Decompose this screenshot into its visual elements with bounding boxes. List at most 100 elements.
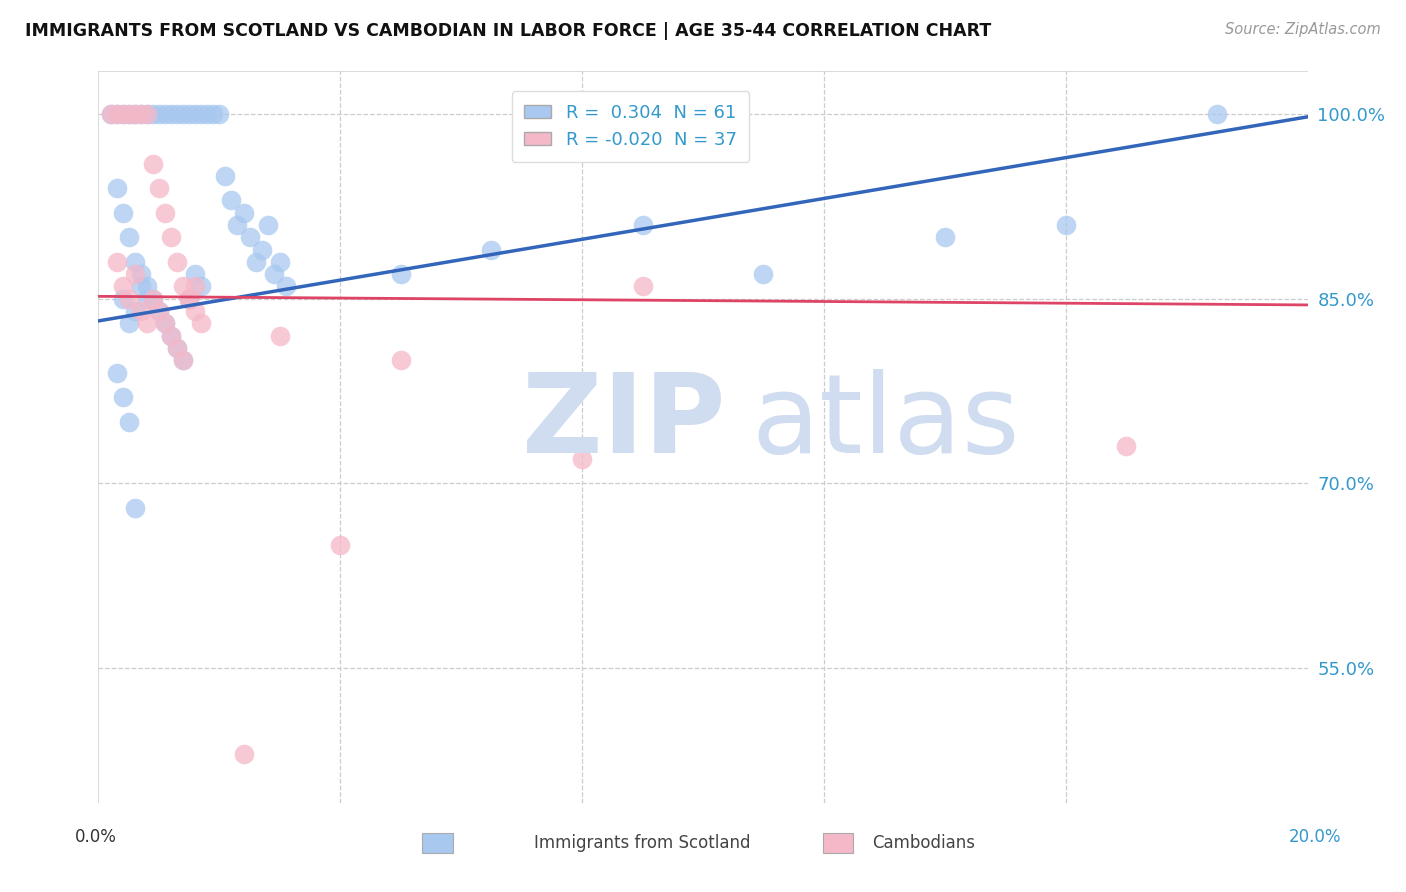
Point — [124, 255, 146, 269]
Point — [105, 107, 128, 121]
Point — [934, 230, 956, 244]
Point — [129, 267, 152, 281]
Point — [135, 107, 157, 121]
Point — [571, 451, 593, 466]
Point — [166, 341, 188, 355]
Point — [184, 107, 207, 121]
Point — [153, 107, 176, 121]
Point — [245, 255, 267, 269]
Point — [481, 243, 503, 257]
Point — [179, 292, 201, 306]
Text: Source: ZipAtlas.com: Source: ZipAtlas.com — [1225, 22, 1381, 37]
Point — [190, 317, 212, 331]
Point — [135, 317, 157, 331]
Point — [124, 304, 146, 318]
Point — [111, 107, 134, 121]
Point — [202, 107, 225, 121]
Point — [274, 279, 297, 293]
Point — [179, 107, 201, 121]
Point — [118, 415, 141, 429]
Point — [153, 317, 176, 331]
Point — [239, 230, 262, 244]
Point — [184, 279, 207, 293]
Point — [118, 292, 141, 306]
Point — [160, 328, 183, 343]
Point — [172, 353, 194, 368]
Text: ZIP: ZIP — [522, 369, 725, 476]
Point — [105, 255, 128, 269]
Point — [631, 279, 654, 293]
Point — [118, 230, 141, 244]
Point — [153, 205, 176, 219]
Point — [142, 292, 165, 306]
Point — [190, 107, 212, 121]
Point — [195, 107, 218, 121]
Point — [129, 304, 152, 318]
Point — [105, 107, 128, 121]
Point — [232, 747, 254, 761]
Point — [124, 267, 146, 281]
Point — [226, 218, 249, 232]
Point — [135, 292, 157, 306]
Point — [124, 107, 146, 121]
Point — [135, 107, 157, 121]
Point — [153, 317, 176, 331]
Point — [179, 292, 201, 306]
Point — [269, 255, 291, 269]
Text: Immigrants from Scotland: Immigrants from Scotland — [534, 834, 751, 852]
Point — [148, 304, 170, 318]
Point — [752, 267, 775, 281]
Point — [100, 107, 122, 121]
Point — [232, 205, 254, 219]
Point — [221, 194, 243, 208]
Point — [148, 107, 170, 121]
Point — [179, 292, 201, 306]
Point — [172, 279, 194, 293]
Point — [118, 107, 141, 121]
Point — [118, 317, 141, 331]
Point — [389, 267, 412, 281]
Text: 0.0%: 0.0% — [75, 828, 117, 846]
Point — [329, 538, 352, 552]
Point — [166, 341, 188, 355]
Point — [118, 107, 141, 121]
Point — [135, 279, 157, 293]
Point — [160, 230, 183, 244]
Point — [166, 107, 188, 121]
Point — [1054, 218, 1077, 232]
Point — [256, 218, 278, 232]
Point — [269, 328, 291, 343]
Point — [111, 390, 134, 404]
Point — [124, 500, 146, 515]
Point — [142, 292, 165, 306]
Point — [214, 169, 236, 183]
Point — [129, 107, 152, 121]
Legend: R =  0.304  N = 61, R = -0.020  N = 37: R = 0.304 N = 61, R = -0.020 N = 37 — [512, 91, 749, 161]
Point — [160, 107, 183, 121]
Point — [111, 107, 134, 121]
Text: Cambodians: Cambodians — [872, 834, 974, 852]
Point — [111, 279, 134, 293]
Point — [631, 218, 654, 232]
Text: 20.0%: 20.0% — [1288, 828, 1341, 846]
Point — [1206, 107, 1229, 121]
Point — [111, 205, 134, 219]
Point — [100, 107, 122, 121]
Point — [184, 267, 207, 281]
Point — [389, 353, 412, 368]
Point — [184, 304, 207, 318]
Point — [111, 292, 134, 306]
Point — [166, 255, 188, 269]
Point — [129, 279, 152, 293]
Point — [105, 181, 128, 195]
Point — [129, 107, 152, 121]
Point — [190, 279, 212, 293]
Point — [160, 328, 183, 343]
Point — [124, 107, 146, 121]
Point — [208, 107, 231, 121]
Point — [148, 304, 170, 318]
Text: atlas: atlas — [751, 369, 1019, 476]
Point — [172, 107, 194, 121]
Point — [142, 156, 165, 170]
Point — [1115, 439, 1137, 453]
